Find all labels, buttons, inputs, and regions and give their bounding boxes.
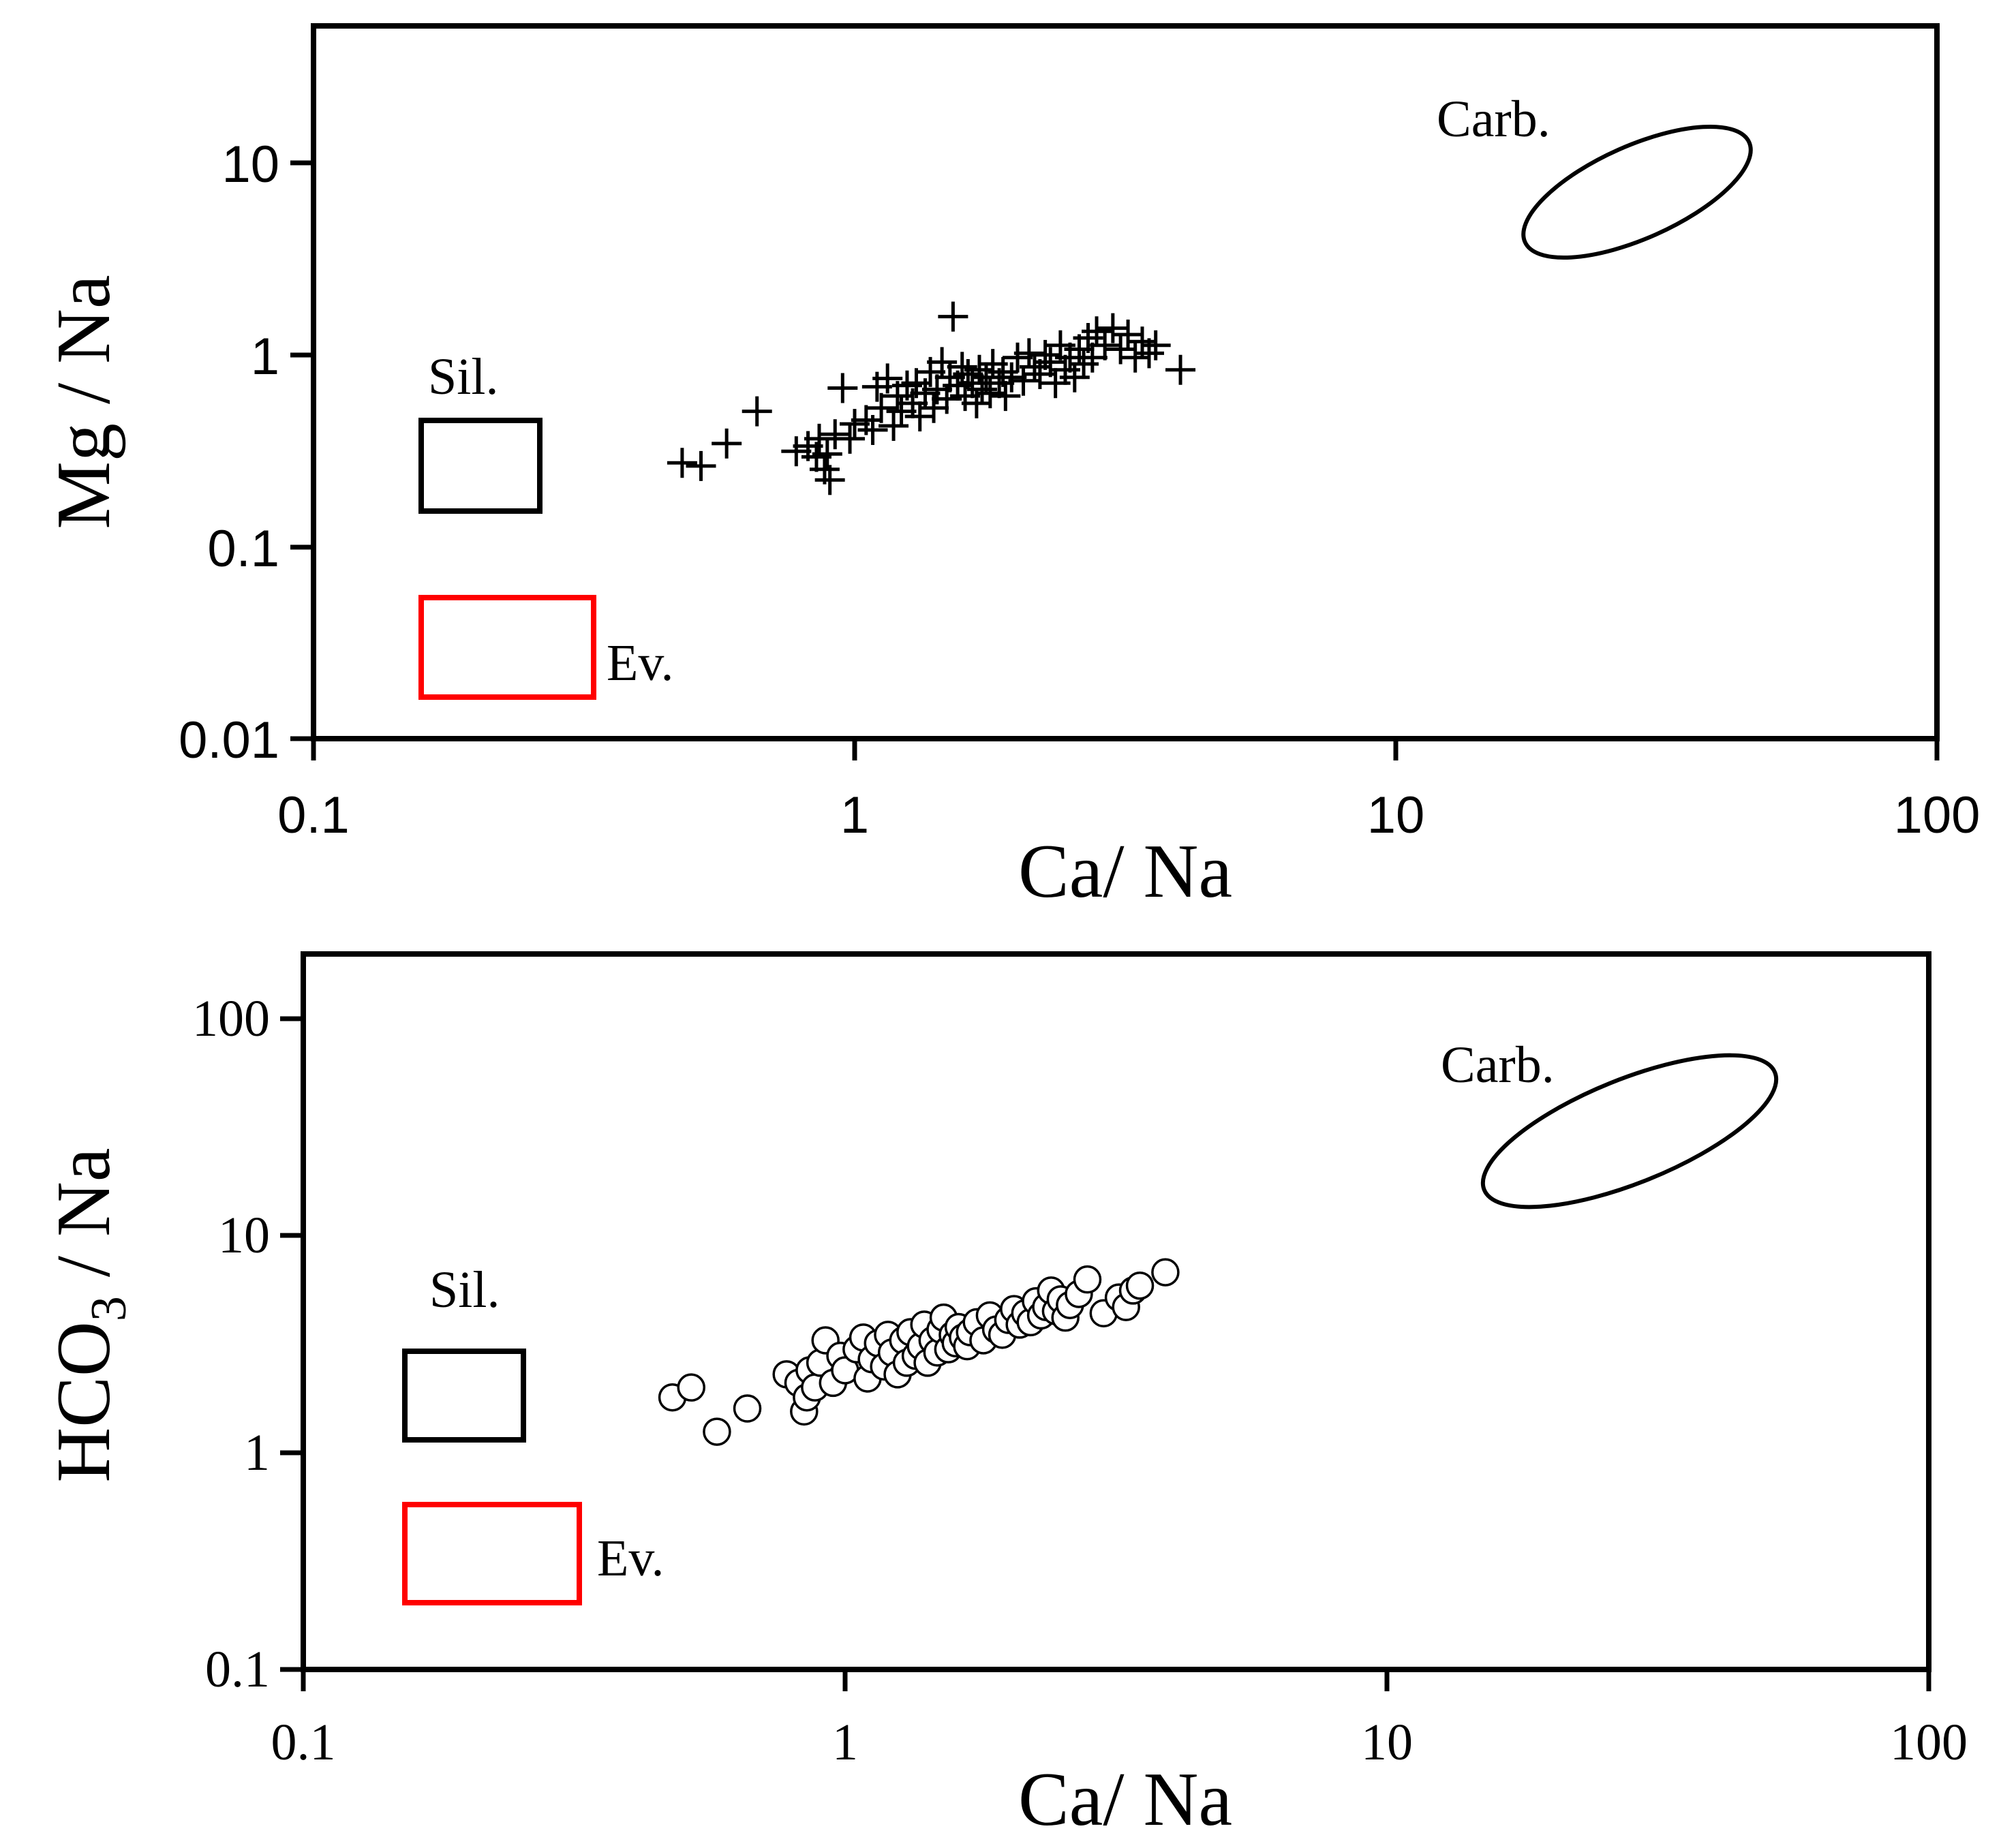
y-axis-title: HCO3 / Na xyxy=(42,1148,137,1482)
data-point-plus xyxy=(781,436,812,467)
data-point-circle xyxy=(1125,1271,1155,1300)
data-point-plus xyxy=(814,465,845,495)
x-tick-label: 10 xyxy=(1361,1714,1413,1771)
y-tick-label: 0.1 xyxy=(207,520,279,578)
data-point-plus xyxy=(1035,347,1066,378)
data-point-plus xyxy=(1090,330,1120,360)
y-tick-marks xyxy=(280,1016,303,1672)
data-point-plus xyxy=(904,401,935,432)
data-point-plus xyxy=(820,419,851,450)
evaporite-label: Ev. xyxy=(607,634,674,692)
data-point-plus xyxy=(1113,320,1144,350)
data-point-circle xyxy=(703,1417,731,1446)
data-point-plus xyxy=(1105,334,1136,365)
data-point-plus xyxy=(990,381,1021,412)
data-point-plus xyxy=(742,396,772,427)
x-tick-label: 100 xyxy=(1894,786,1981,844)
evaporite-box xyxy=(418,595,596,700)
silicate-label: Sil. xyxy=(428,348,499,405)
data-point-plus xyxy=(827,373,858,403)
data-point-plus xyxy=(1140,330,1171,360)
data-point-plus xyxy=(947,352,977,382)
x-tick-label: 0.1 xyxy=(271,1714,336,1771)
y-tick-label: 0.1 xyxy=(205,1641,270,1698)
carbonate-label: Carb. xyxy=(1437,91,1551,148)
y-tick-label: 100 xyxy=(192,990,270,1047)
y-tick-labels: 0.01 0.1 1 10 xyxy=(179,136,279,769)
panel-hco3-na: 0.1 1 10 100 0.1 1 10 100 Ca/ Na HCO3 / … xyxy=(42,951,1968,1842)
data-point-plus xyxy=(1077,342,1108,373)
plot-frame xyxy=(311,23,1940,741)
data-point-plus xyxy=(938,301,968,332)
data-point-plus xyxy=(1165,354,1196,385)
data-point-plus xyxy=(967,374,998,405)
x-tick-label: 1 xyxy=(840,786,869,844)
x-tick-marks xyxy=(311,739,1940,760)
x-axis-title: Ca/ Na xyxy=(1018,829,1232,914)
data-point-plus xyxy=(712,428,742,459)
y-tick-label: 10 xyxy=(222,136,279,194)
data-point-plus xyxy=(1120,342,1150,373)
data-points xyxy=(667,301,1196,495)
data-point-plus xyxy=(804,423,834,454)
y-axis-title: Mg / Na xyxy=(42,275,126,529)
data-point-plus xyxy=(1030,339,1060,370)
data-point-plus xyxy=(879,410,909,441)
x-tick-label: 0.1 xyxy=(277,786,350,844)
y-tick-label: 1 xyxy=(251,328,279,386)
y-axis-title-suffix: / Na xyxy=(42,1148,126,1296)
y-tick-label: 0.01 xyxy=(179,711,279,769)
carbonate-ellipse xyxy=(1480,1053,1779,1210)
x-tick-labels: 0.1 1 10 100 xyxy=(277,786,1980,844)
data-point-plus xyxy=(927,347,958,378)
data-point-plus xyxy=(686,450,716,481)
y-tick-labels: 0.1 1 10 100 xyxy=(192,990,270,1698)
data-point-plus xyxy=(971,362,1001,392)
y-tick-marks xyxy=(290,160,314,741)
data-point-plus xyxy=(1133,338,1164,369)
evaporite-label: Ev. xyxy=(597,1530,665,1587)
data-point-plus xyxy=(667,448,697,478)
y-tick-label: 1 xyxy=(244,1424,270,1481)
data-point-plus xyxy=(866,392,897,423)
plot-frame xyxy=(301,951,1931,1672)
data-point-circle xyxy=(733,1394,762,1423)
x-tick-label: 1 xyxy=(832,1714,858,1771)
carbonate-ellipse xyxy=(1521,124,1753,260)
x-axis-title: Ca/ Na xyxy=(1018,1757,1232,1842)
silicate-box xyxy=(418,418,543,514)
silicate-box xyxy=(402,1349,526,1443)
y-axis-title-subscript: 3 xyxy=(81,1296,137,1321)
silicate-label: Sil. xyxy=(429,1261,500,1319)
evaporite-box xyxy=(402,1502,582,1605)
data-point-plus xyxy=(835,423,866,454)
data-point-plus xyxy=(996,362,1027,392)
x-tick-labels: 0.1 1 10 100 xyxy=(271,1714,1968,1771)
x-tick-label: 100 xyxy=(1890,1714,1968,1771)
x-tick-label: 10 xyxy=(1367,786,1425,844)
data-points xyxy=(658,1258,1180,1446)
data-point-plus xyxy=(857,414,888,445)
data-point-plus xyxy=(812,439,842,469)
y-tick-label: 10 xyxy=(218,1207,270,1264)
data-point-plus xyxy=(964,354,994,385)
data-point-plus xyxy=(872,363,903,394)
data-point-circle xyxy=(1073,1265,1102,1294)
y-axis-title-main: HCO xyxy=(42,1321,126,1482)
data-point-plus xyxy=(1097,313,1128,343)
panel-mg-na: 0.01 0.1 1 10 0.1 1 10 100 Ca/ Na Mg / N… xyxy=(42,23,1980,914)
carbonate-label: Carb. xyxy=(1441,1036,1555,1094)
data-point-circle xyxy=(1151,1258,1180,1287)
data-point-circle xyxy=(677,1373,705,1402)
data-point-plus xyxy=(1082,316,1112,347)
x-tick-marks xyxy=(301,1669,1931,1691)
